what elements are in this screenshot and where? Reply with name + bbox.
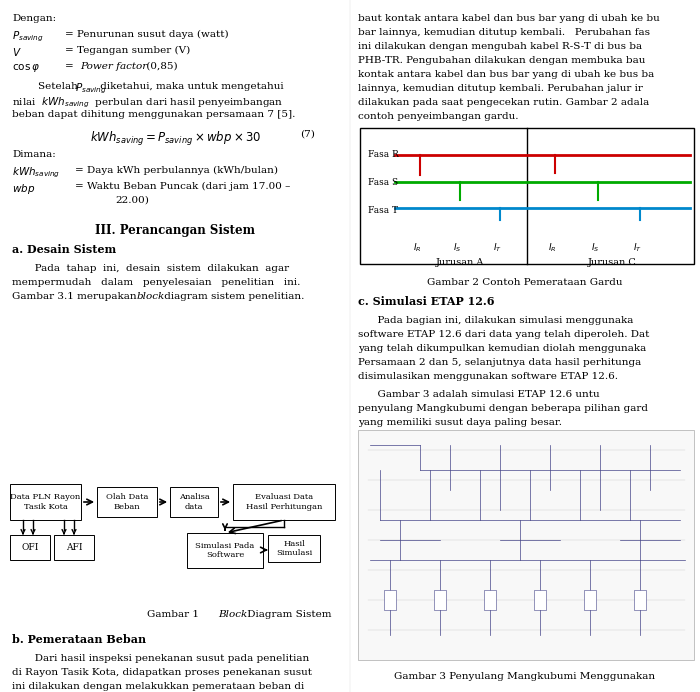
Text: kontak antara kabel dan bus bar yang di ubah ke bus ba: kontak antara kabel dan bus bar yang di …	[358, 70, 654, 79]
Text: yang telah dikumpulkan kemudian diolah menggunaka: yang telah dikumpulkan kemudian diolah m…	[358, 344, 646, 353]
Text: Dengan:: Dengan:	[12, 14, 56, 23]
Text: dilakukan pada saat pengecekan rutin. Gambar 2 adala: dilakukan pada saat pengecekan rutin. Ga…	[358, 98, 650, 107]
Text: a. Desain Sistem: a. Desain Sistem	[12, 244, 116, 255]
Text: block: block	[137, 292, 165, 301]
Bar	[358, 430, 694, 660]
Text: Jurusan A: Jurusan A	[436, 258, 484, 267]
Text: c. Simulasi ETAP 12.6: c. Simulasi ETAP 12.6	[358, 296, 494, 307]
Text: $wbp$: $wbp$	[12, 182, 35, 196]
Text: Fasa R: Fasa R	[368, 150, 399, 159]
Bar	[187, 533, 263, 568]
Text: b. Pemerataan Beban: b. Pemerataan Beban	[12, 634, 146, 645]
Bar	[360, 128, 694, 264]
Bar	[484, 590, 496, 610]
Text: Simulasi Pada
Software: Simulasi Pada Software	[195, 542, 255, 559]
Bar	[584, 590, 596, 610]
Text: baut kontak antara kabel dan bus bar yang di ubah ke bu: baut kontak antara kabel dan bus bar yan…	[358, 14, 659, 23]
Text: $P_{saving}$: $P_{saving}$	[75, 82, 106, 96]
Text: (7): (7)	[300, 130, 315, 139]
Text: lainnya, kemudian ditutup kembali. Perubahan jalur ir: lainnya, kemudian ditutup kembali. Perub…	[358, 84, 643, 93]
Bar	[268, 535, 320, 562]
Text: ini dilakukan dengan melakukkan pemerataan beban di: ini dilakukan dengan melakukkan pemerata…	[12, 682, 304, 691]
Text: PHB-TR. Pengubahan dilakukan dengan membuka bau: PHB-TR. Pengubahan dilakukan dengan memb…	[358, 56, 645, 65]
Text: Gambar 3.1 merupakan: Gambar 3.1 merupakan	[12, 292, 140, 301]
Text: Power factor: Power factor	[80, 62, 147, 71]
Text: di Rayon Tasik Kota, didapatkan proses penekanan susut: di Rayon Tasik Kota, didapatkan proses p…	[12, 668, 312, 677]
Text: Evaluasi Data
Hasil Perhitungan: Evaluasi Data Hasil Perhitungan	[246, 493, 322, 511]
Text: = Daya kWh perbulannya (kWh/bulan): = Daya kWh perbulannya (kWh/bulan)	[75, 166, 278, 175]
Text: $I_R$: $I_R$	[548, 242, 556, 255]
Text: Hasil
Simulasi: Hasil Simulasi	[276, 540, 312, 557]
Text: $\cos \varphi$: $\cos \varphi$	[12, 62, 40, 74]
Bar	[534, 590, 546, 610]
Text: $kWh_{saving}$: $kWh_{saving}$	[12, 166, 60, 181]
Bar	[634, 590, 646, 610]
Text: ini dilakukan dengan mengubah kabel R-S-T di bus ba: ini dilakukan dengan mengubah kabel R-S-…	[358, 42, 642, 51]
Bar	[233, 484, 335, 520]
Bar	[10, 484, 81, 520]
Text: Gambar 3 adalah simulasi ETAP 12.6 untu: Gambar 3 adalah simulasi ETAP 12.6 untu	[358, 390, 600, 399]
Text: (0,85): (0,85)	[143, 62, 178, 71]
Text: $P_{saving}$: $P_{saving}$	[12, 30, 43, 44]
Text: contoh penyeimbangan gardu.: contoh penyeimbangan gardu.	[358, 112, 519, 121]
Text: Analisa
data: Analisa data	[178, 493, 209, 511]
Text: disimulasikan menggunakan software ETAP 12.6.: disimulasikan menggunakan software ETAP …	[358, 372, 618, 381]
Bar	[10, 535, 50, 560]
Text: $I_S$: $I_S$	[453, 242, 461, 255]
Text: yang memiliki susut daya paling besar.: yang memiliki susut daya paling besar.	[358, 418, 562, 427]
Text: Jurusan C: Jurusan C	[587, 258, 636, 267]
Text: Gambar 1: Gambar 1	[148, 610, 202, 619]
Text: $I_T$: $I_T$	[493, 242, 502, 255]
Text: software ETAP 12.6 dari data yang telah diperoleh. Dat: software ETAP 12.6 dari data yang telah …	[358, 330, 650, 339]
Text: penyulang Mangkubumi dengan beberapa pilihan gard: penyulang Mangkubumi dengan beberapa pil…	[358, 404, 648, 413]
Text: Dimana:: Dimana:	[12, 150, 56, 159]
Text: III. Perancangan Sistem: III. Perancangan Sistem	[95, 224, 255, 237]
Text: Diagram Sistem: Diagram Sistem	[244, 610, 332, 619]
Text: Pada  tahap  ini,  desain  sistem  dilakukan  agar: Pada tahap ini, desain sistem dilakukan …	[12, 264, 289, 273]
Bar	[97, 487, 157, 517]
Text: mempermudah   dalam   penyelesaian   penelitian   ini.: mempermudah dalam penyelesaian penelitia…	[12, 278, 300, 287]
Text: Setelah: Setelah	[12, 82, 81, 91]
Text: $kWh_{saving} = P_{saving} \times wbp \times 30$: $kWh_{saving} = P_{saving} \times wbp \t…	[90, 130, 261, 148]
Text: $I_T$: $I_T$	[633, 242, 642, 255]
Text: Pada bagian ini, dilakukan simulasi menggunaka: Pada bagian ini, dilakukan simulasi meng…	[358, 316, 634, 325]
Text: OFI: OFI	[21, 543, 38, 552]
Text: beban dapat dihitung menggunakan persamaan 7 [5].: beban dapat dihitung menggunakan persama…	[12, 110, 295, 119]
Text: Olah Data
Beban: Olah Data Beban	[106, 493, 148, 511]
Text: =: =	[65, 62, 77, 71]
Bar	[384, 590, 396, 610]
Text: = Penurunan susut daya (watt): = Penurunan susut daya (watt)	[65, 30, 229, 39]
Bar	[170, 487, 218, 517]
Text: Persamaan 2 dan 5, selanjutnya data hasil perhitunga: Persamaan 2 dan 5, selanjutnya data hasi…	[358, 358, 641, 367]
Text: $I_S$: $I_S$	[591, 242, 599, 255]
Bar	[434, 590, 446, 610]
Text: Fasa T: Fasa T	[368, 206, 398, 215]
Text: nilai  $kWh_{saving}$  perbulan dari hasil penyeimbangan: nilai $kWh_{saving}$ perbulan dari hasil…	[12, 96, 284, 111]
Text: $V$: $V$	[12, 46, 22, 58]
Text: AFI: AFI	[66, 543, 83, 552]
Text: $I_R$: $I_R$	[413, 242, 421, 255]
Text: = Tegangan sumber (V): = Tegangan sumber (V)	[65, 46, 190, 55]
Text: bar lainnya, kemudian ditutup kembali.   Perubahan fas: bar lainnya, kemudian ditutup kembali. P…	[358, 28, 650, 37]
Text: Dari hasil inspeksi penekanan susut pada penelitian: Dari hasil inspeksi penekanan susut pada…	[12, 654, 309, 663]
Text: diketahui, maka untuk mengetahui: diketahui, maka untuk mengetahui	[97, 82, 284, 91]
Text: 22.00): 22.00)	[115, 196, 149, 205]
Bar	[54, 535, 94, 560]
Text: Data PLN Rayon
Tasik Kota: Data PLN Rayon Tasik Kota	[10, 493, 80, 511]
Text: Gambar 3 Penyulang Mangkubumi Menggunakan: Gambar 3 Penyulang Mangkubumi Menggunaka…	[394, 672, 656, 681]
Text: Fasa S: Fasa S	[368, 178, 398, 187]
Text: Block: Block	[218, 610, 247, 619]
Text: Gambar 2 Contoh Pemerataan Gardu: Gambar 2 Contoh Pemerataan Gardu	[427, 278, 623, 287]
Text: diagram sistem penelitian.: diagram sistem penelitian.	[161, 292, 304, 301]
Text: = Waktu Beban Puncak (dari jam 17.00 –: = Waktu Beban Puncak (dari jam 17.00 –	[75, 182, 290, 191]
